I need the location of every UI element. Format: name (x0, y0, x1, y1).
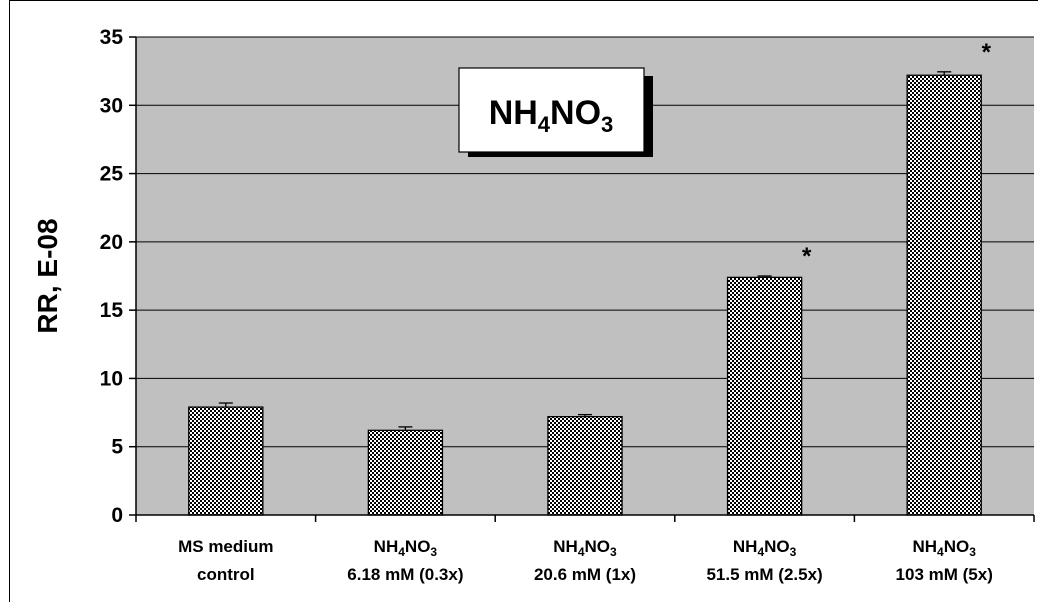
error-bar (937, 71, 952, 76)
page-frame (9, 0, 1038, 602)
category-label: NH4NO3 103 mM (5x) (896, 537, 993, 584)
y-ticks (129, 36, 136, 516)
bar (367, 429, 444, 516)
category-label-line1: MS medium (178, 537, 273, 556)
category-label-line1: NH4NO3 (912, 537, 976, 559)
category-label-line2: 6.18 mM (0.3x) (347, 565, 463, 584)
bar (188, 406, 264, 516)
category-label-line1: NH4NO3 (374, 537, 438, 559)
y-tick-labels: 0 5 10 15 20 25 30 35 (100, 26, 124, 527)
category-label-line1: NH4NO3 (733, 537, 797, 559)
bar (726, 276, 803, 516)
y-tick-label: 10 (100, 367, 123, 390)
category-label-line2: 20.6 mM (1x) (534, 565, 636, 584)
y-tick-label: 25 (100, 163, 124, 186)
y-tick-label: 30 (100, 94, 123, 117)
bar (547, 416, 623, 516)
category-label-line2: control (197, 565, 255, 584)
title-box: NH4NO3 (458, 67, 653, 157)
significance-star: * (982, 39, 992, 66)
error-bars (218, 71, 952, 431)
bar (906, 74, 982, 516)
category-label-line2: 103 mM (5x) (896, 565, 993, 584)
y-tick-label: 0 (111, 504, 123, 527)
x-ticks (135, 515, 1035, 522)
category-label: NH4NO3 20.6 mM (1x) (534, 537, 636, 584)
y-tick-label: 5 (111, 436, 123, 459)
significance-markers: ** (802, 39, 992, 270)
bars (188, 74, 982, 516)
category-label: MS medium control (178, 537, 273, 584)
error-bar (218, 402, 233, 408)
error-bar (578, 413, 592, 417)
y-tick-label: 15 (100, 299, 124, 322)
category-label-line2: 51.5 mM (2.5x) (706, 565, 822, 584)
y-tick-label: 20 (100, 231, 123, 254)
y-tick-label: 35 (100, 26, 124, 49)
chart-title: NH4NO3 (489, 94, 614, 137)
category-label: NH4NO3 51.5 mM (2.5x) (706, 537, 822, 584)
category-label-line1: NH4NO3 (553, 537, 617, 559)
y-axis-label: RR, E-08 (32, 218, 63, 333)
category-label: NH4NO3 6.18 mM (0.3x) (347, 537, 463, 584)
error-bar (398, 426, 413, 431)
error-bar (757, 275, 772, 278)
significance-star: * (802, 243, 812, 270)
